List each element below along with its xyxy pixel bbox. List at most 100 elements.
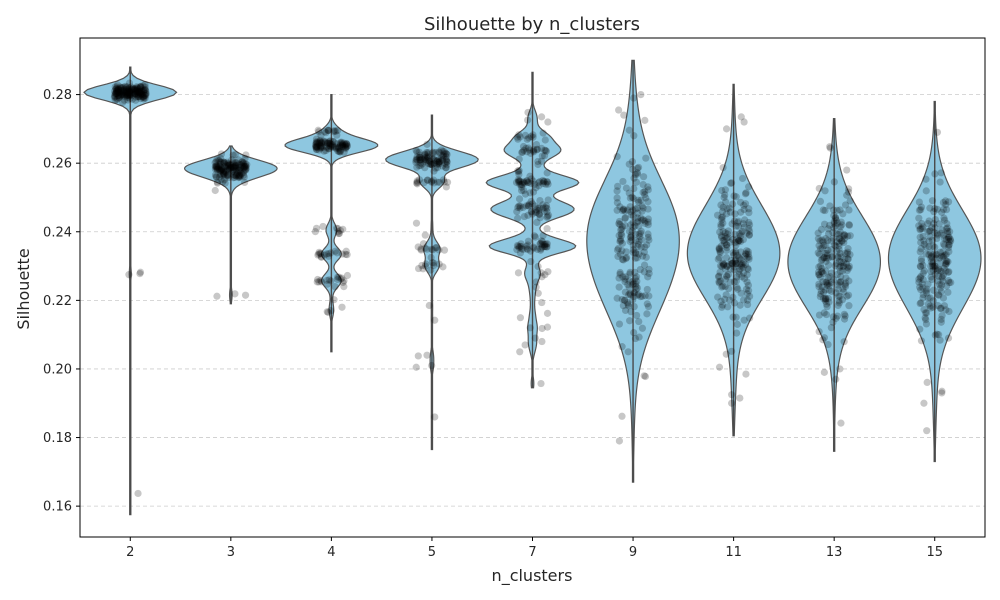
data-point [312,135,321,143]
data-point [645,236,653,244]
data-point [217,167,225,175]
data-point [922,175,930,183]
data-point [317,250,325,258]
data-point [715,363,724,371]
data-point [422,260,430,268]
data-point [423,245,431,253]
data-point [543,178,551,186]
data-point [920,399,928,407]
data-point [926,304,935,312]
data-point [412,363,420,371]
data-point [430,176,438,184]
data-point [839,285,847,293]
data-point [335,143,343,152]
data-point [935,281,944,289]
data-point [734,222,743,230]
data-point [728,260,736,268]
data-point [642,154,650,162]
data-point [140,93,148,102]
data-point [526,149,535,157]
data-point [819,206,827,214]
data-point [629,212,637,220]
data-point [737,237,745,246]
data-point [417,153,425,162]
data-point [228,167,236,175]
data-point [725,204,733,212]
data-point [715,244,723,252]
data-point [342,143,350,152]
data-point [325,276,333,284]
data-point [439,147,447,155]
data-point [112,87,120,96]
data-point [722,241,730,249]
data-point [937,169,945,177]
data-point [220,158,228,166]
data-point [110,93,119,101]
data-point [216,167,225,175]
data-point [232,161,240,169]
data-point [114,86,123,94]
data-point [232,164,240,173]
data-point [336,148,344,156]
data-point [124,96,132,104]
data-point [132,88,140,96]
data-point [924,280,932,288]
data-point [320,251,329,259]
data-point [312,145,320,153]
data-point [134,93,143,101]
data-point [945,307,953,316]
data-point [133,84,141,92]
data-point [632,248,640,256]
data-point [846,251,854,259]
data-point [213,162,221,171]
data-point [931,204,939,213]
data-point [713,211,722,219]
data-point [741,260,750,269]
data-point [537,245,545,253]
data-point [835,257,844,265]
data-point [644,186,652,194]
data-point [242,166,250,174]
data-point [916,233,924,241]
data-point [918,280,926,288]
data-point [424,153,432,162]
data-point [822,310,831,319]
data-point [938,226,946,234]
data-point [323,308,331,316]
data-point [323,139,331,147]
data-point [931,262,939,270]
data-point [844,188,853,196]
data-point [941,251,949,259]
data-point [926,294,934,302]
data-point [933,250,941,258]
data-point [637,196,645,204]
data-point [725,284,733,293]
data-point [126,87,134,95]
data-point [313,145,321,154]
data-point [629,241,637,249]
data-point [633,284,642,292]
data-point [630,280,638,288]
data-point [917,272,925,281]
data-point [324,252,333,260]
data-point [333,249,341,257]
data-point [734,238,742,246]
data-point [216,158,225,166]
data-point [819,295,828,303]
data-point [528,210,537,218]
data-point [641,187,649,196]
data-point [627,211,635,219]
data-point [817,225,826,234]
data-point [625,126,633,134]
x-tick-label: 11 [725,545,742,560]
data-point [215,173,224,181]
data-point [740,118,748,126]
data-point [236,173,244,181]
data-point [524,241,532,249]
data-point [846,232,854,240]
data-point [840,310,848,318]
data-point [112,90,120,98]
data-point [739,263,747,271]
data-point [821,206,829,215]
data-point [826,202,834,210]
